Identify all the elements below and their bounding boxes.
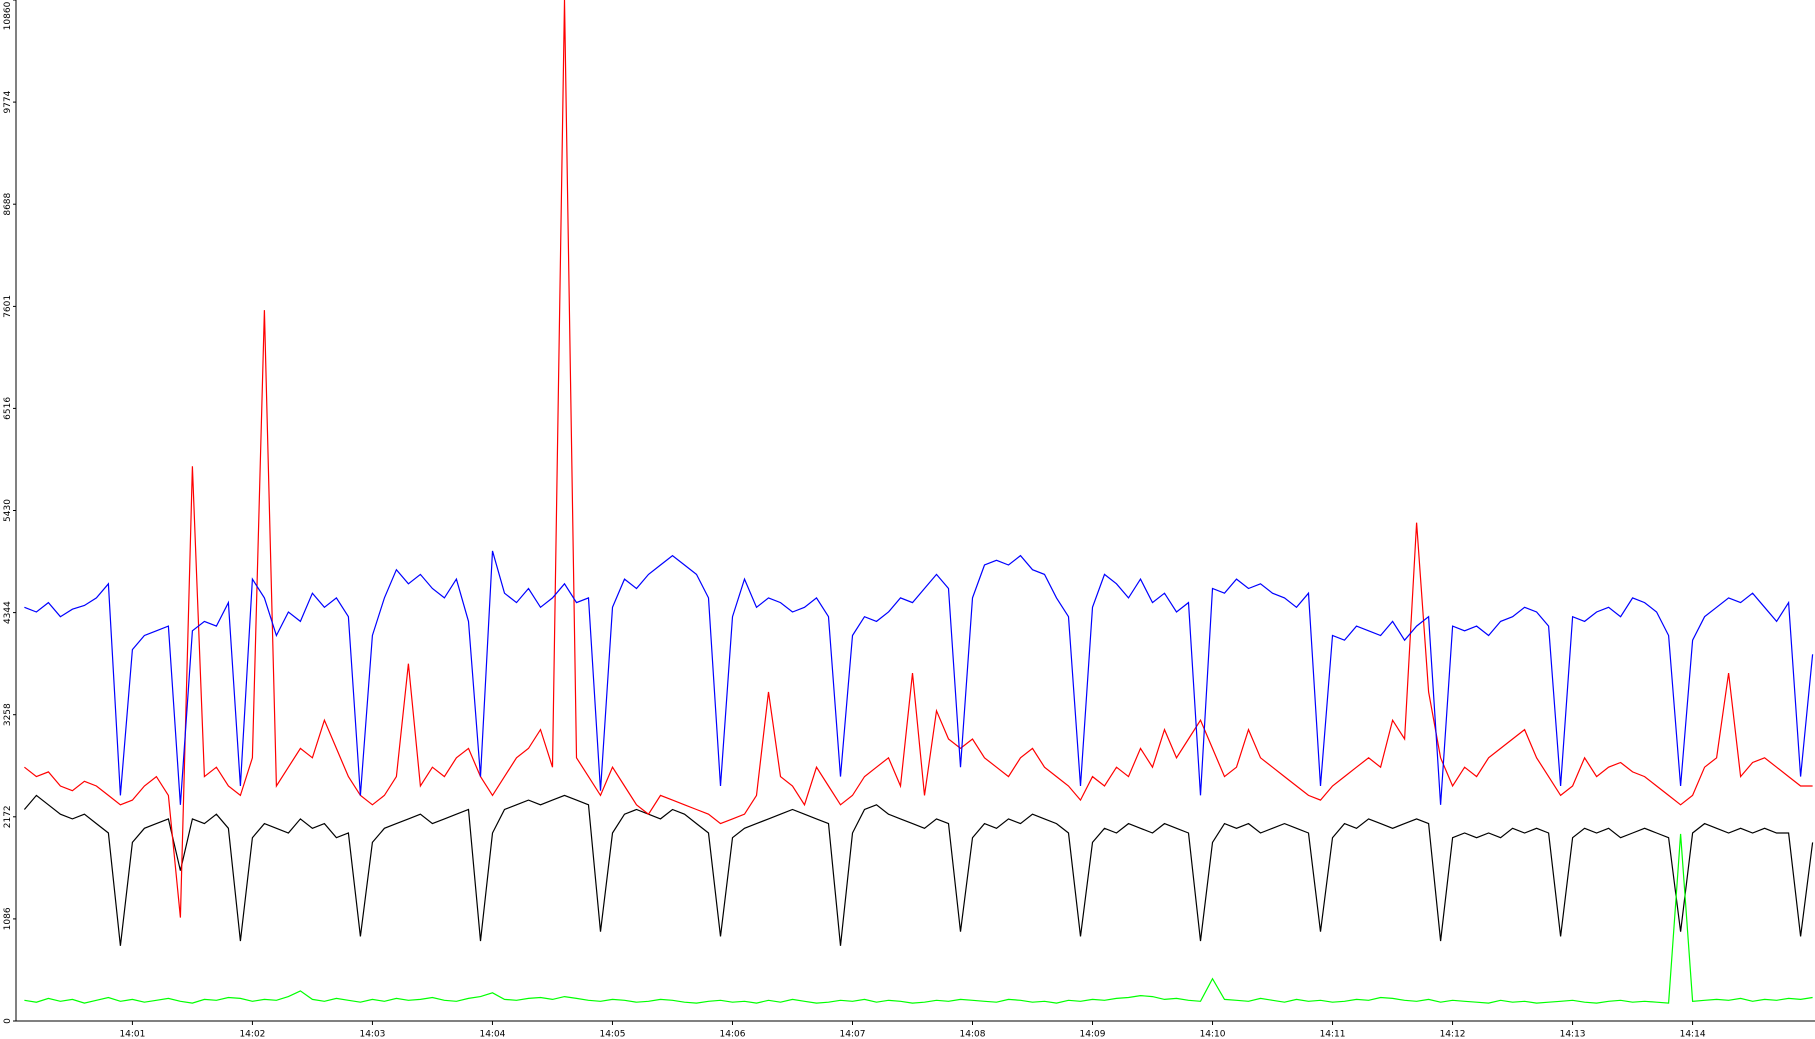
series-line xyxy=(24,550,1814,805)
x-tick-label: 14:12 xyxy=(1440,1030,1466,1039)
y-tick-label: 9774 xyxy=(3,90,13,113)
x-tick-label: 14:07 xyxy=(840,1030,866,1039)
y-tick-label: 3258 xyxy=(3,703,13,726)
y-tick-label: 5430 xyxy=(3,499,13,522)
x-tick-label: 14:08 xyxy=(960,1030,986,1039)
x-tick-label: 14:01 xyxy=(119,1030,145,1039)
series-line xyxy=(23,794,1814,946)
y-tick-label: 2172 xyxy=(3,805,13,828)
x-tick-label: 14:03 xyxy=(359,1030,385,1039)
y-tick-label: 10860 xyxy=(3,1,13,30)
x-tick-label: 14:04 xyxy=(479,1030,505,1039)
x-tick-label: 14:11 xyxy=(1320,1030,1346,1039)
series-line xyxy=(24,0,1813,918)
y-tick-label: 1086 xyxy=(3,907,13,930)
y-tick-label: 6516 xyxy=(3,397,13,420)
x-tick-label: 14:10 xyxy=(1200,1030,1226,1039)
series-line xyxy=(24,833,1813,1004)
x-tick-label: 14:05 xyxy=(599,1030,625,1039)
y-tick-label: 4344 xyxy=(3,601,13,624)
x-tick-label: 14:06 xyxy=(720,1030,746,1039)
y-tick-label: 0 xyxy=(3,1018,13,1024)
x-tick-label: 14:13 xyxy=(1560,1030,1586,1039)
x-tick-label: 14:02 xyxy=(239,1030,265,1039)
x-tick-label: 14:09 xyxy=(1080,1030,1106,1039)
y-tick-label: 7601 xyxy=(3,295,13,318)
x-tick-label: 14:14 xyxy=(1680,1030,1706,1039)
y-tick-label: 8688 xyxy=(3,192,13,215)
